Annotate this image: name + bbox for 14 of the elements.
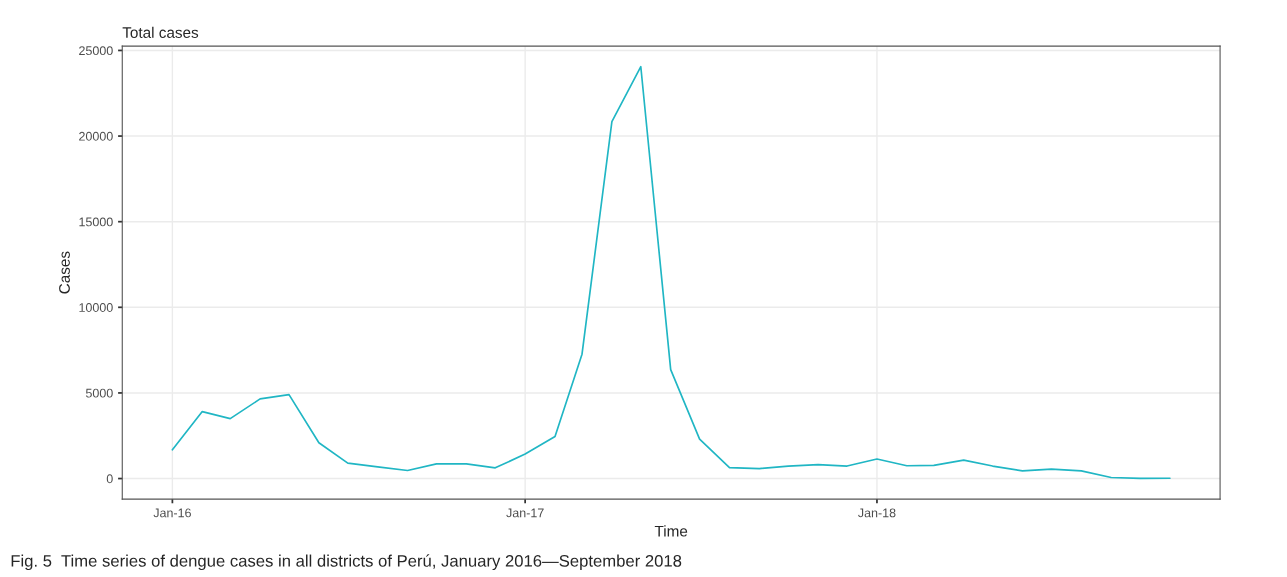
chart-title: Total cases bbox=[122, 26, 199, 38]
x-axis-title: Time bbox=[654, 525, 688, 537]
line-series bbox=[171, 65, 1171, 480]
y-tick-label: 15000 bbox=[79, 217, 113, 227]
caption: Fig. 5 Time series of dengue cases in all districts of Perú, January 2016—September 2018 bbox=[11, 554, 682, 571]
x-tick-label: Jan-16 bbox=[153, 508, 191, 518]
y-tick-label: 20000 bbox=[79, 131, 113, 141]
y-axis-title: Cases bbox=[59, 251, 70, 294]
x-tick-label: Jan-18 bbox=[858, 508, 896, 518]
y-tick-label: 0 bbox=[106, 474, 113, 484]
x-tick-label: Jan-17 bbox=[506, 508, 544, 518]
y-tick-label: 25000 bbox=[79, 46, 113, 56]
y-tick-label: 10000 bbox=[79, 303, 113, 312]
y-tick-label: 5000 bbox=[85, 388, 113, 398]
